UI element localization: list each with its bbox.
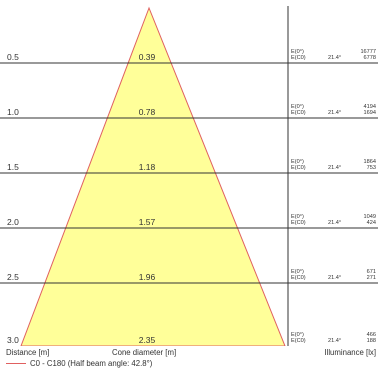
distance-value: 0.5 (7, 52, 19, 62)
illuminance-e0-label: E(0°) (291, 332, 304, 338)
distance-axis-label: Distance [m] (6, 348, 50, 357)
illuminance-e0-value: 4194 (364, 104, 376, 110)
illuminance-ec0-label: E(C0) (291, 55, 306, 61)
illuminance-e0-label: E(0°) (291, 104, 304, 110)
half-beam-angle: 21.4° (328, 338, 341, 344)
legend-line-swatch (6, 363, 26, 364)
distance-rows: 0.5 0.39 E(0°) 16777 E(C0) 21.4° 6778 1.0 0.78 E(… (0, 49, 378, 345)
illuminance-e0-value: 466 (367, 332, 376, 338)
illuminance-e0-value: 1049 (364, 214, 376, 220)
distance-value: 2.5 (7, 272, 19, 282)
distance-value: 3.0 (7, 335, 19, 345)
illuminance-ec0-label: E(C0) (291, 338, 306, 344)
illuminance-ec0-label: E(C0) (291, 110, 306, 116)
illuminance-ec0-value: 271 (367, 275, 376, 281)
cone-diameter-value: 1.57 (139, 217, 156, 227)
distance-value: 2.0 (7, 217, 19, 227)
distance-value: 1.0 (7, 107, 19, 117)
illuminance-e0-label: E(0°) (291, 159, 304, 165)
illuminance-e0-label: E(0°) (291, 214, 304, 220)
illuminance-e0-value: 1864 (364, 159, 376, 165)
light-cone (20, 6, 286, 346)
illuminance-ec0-value: 6778 (364, 55, 376, 61)
illuminance-ec0-value: 1694 (364, 110, 376, 116)
cone-diameter-value: 2.35 (139, 335, 156, 345)
illuminance-e0-value: 16777 (360, 49, 376, 55)
illuminance-axis-label: Illuminance [lx] (324, 348, 376, 357)
distance-value: 1.5 (7, 162, 19, 172)
half-beam-angle: 21.4° (328, 110, 341, 116)
cone-diameter-value: 1.18 (139, 162, 156, 172)
illuminance-ec0-value: 753 (367, 165, 376, 171)
illuminance-e0-value: 671 (367, 269, 376, 275)
legend: C0 - C180 (Half beam angle: 42.8°) (6, 359, 152, 368)
cone-diameter-value: 1.96 (139, 272, 156, 282)
illuminance-ec0-value: 188 (367, 338, 376, 344)
cone-diameter-value: 0.39 (139, 52, 156, 62)
illuminance-e0-label: E(0°) (291, 49, 304, 55)
half-beam-angle: 21.4° (328, 55, 341, 61)
cone-diameter-value: 0.78 (139, 107, 156, 117)
illuminance-e0-label: E(0°) (291, 269, 304, 275)
illuminance-ec0-label: E(C0) (291, 220, 306, 226)
illuminance-ec0-value: 424 (367, 220, 376, 226)
half-beam-angle: 21.4° (328, 275, 341, 281)
illuminance-ec0-label: E(C0) (291, 165, 306, 171)
illuminance-ec0-label: E(C0) (291, 275, 306, 281)
legend-text: C0 - C180 (Half beam angle: 42.8°) (30, 359, 153, 368)
cone-diameter-axis-label: Cone diameter [m] (112, 348, 177, 357)
half-beam-angle: 21.4° (328, 165, 341, 171)
half-beam-angle: 21.4° (328, 220, 341, 226)
cone-diagram: 0.5 0.39 E(0°) 16777 E(C0) 21.4° 6778 1.0 0.78 E(… (0, 6, 378, 346)
